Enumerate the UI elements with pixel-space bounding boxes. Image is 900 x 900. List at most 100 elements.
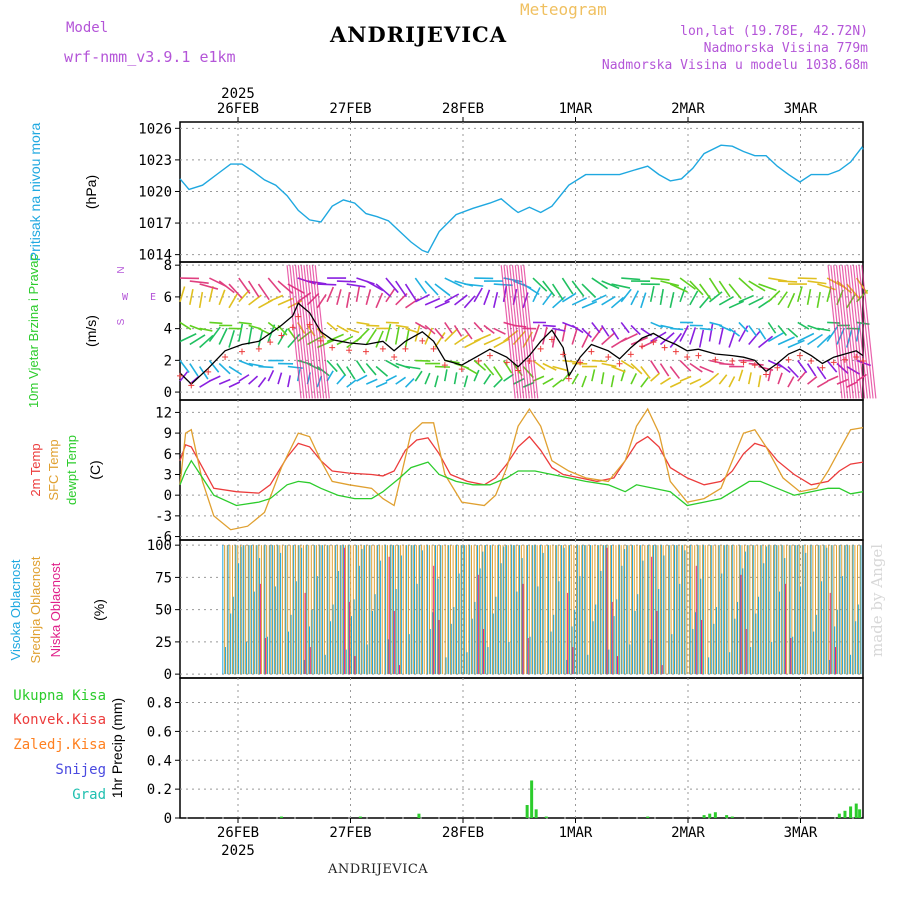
wind-arrow (434, 283, 451, 297)
wind-arrow (659, 332, 675, 346)
wind-arrow (258, 365, 274, 369)
wind-arrow (591, 321, 601, 334)
wind-arrow (542, 362, 557, 371)
wind-arrow (473, 333, 492, 343)
wind-arrow (444, 321, 453, 334)
wind-arrow (807, 280, 827, 285)
y-tick-label: 0.2 (147, 782, 172, 798)
wind-arrow (562, 359, 578, 363)
wind-arrow (826, 360, 838, 373)
wind-arrow (307, 335, 324, 346)
wind-arrow (424, 324, 436, 335)
wind-arrow (660, 377, 672, 385)
wind-arrow (228, 365, 243, 376)
wind-arrow (218, 362, 231, 375)
wind-arrow (179, 321, 192, 331)
wind-arrow (571, 373, 579, 385)
gust-marker (695, 352, 702, 359)
wind-arrow (699, 327, 713, 331)
gust-marker (774, 364, 781, 371)
wind-arrow (404, 378, 415, 388)
gust-marker (684, 354, 691, 361)
wind-arrow (365, 289, 372, 306)
wind-arrow (650, 277, 670, 281)
gust-marker (402, 345, 409, 352)
y-tick-label: 6 (164, 447, 172, 463)
wind-arrow (787, 376, 795, 388)
precip-bar (849, 806, 853, 818)
wind-axis-title: 10m Vjetar Brzina i Pravac (26, 254, 41, 408)
wind-arrow (424, 372, 431, 385)
wind-arrow (708, 323, 714, 342)
wind-arrow (355, 328, 370, 343)
wind-arrow (610, 296, 625, 309)
wind-arrow (797, 360, 808, 374)
wind-arrow (356, 321, 370, 326)
wind-gust-arrow (303, 265, 319, 399)
precip-bar (843, 810, 847, 818)
wind-arrow (365, 378, 378, 385)
wind-arrow (797, 277, 817, 280)
gust-marker (379, 345, 386, 352)
wind-arrow (492, 292, 499, 309)
wind-arrow (493, 327, 506, 335)
wind-gust-arrow (294, 265, 311, 399)
wind-arrow (385, 359, 400, 369)
gust-marker (255, 345, 262, 352)
wind-arrow (747, 372, 752, 385)
bottom-date-label: 2MAR (671, 825, 705, 841)
gust-marker (860, 358, 866, 365)
wind-arrow (385, 277, 399, 294)
gust-marker (362, 348, 369, 355)
wind-arrow (670, 327, 684, 331)
wind-arrow (816, 380, 829, 388)
wind-arrow (807, 333, 823, 346)
wind-arrow (258, 327, 271, 335)
precip-bar (358, 816, 362, 818)
wind-arrow (199, 334, 214, 349)
wind-arrow (218, 280, 235, 294)
wind-arrow (189, 288, 194, 305)
gust-marker (458, 366, 465, 373)
wind-arrow (179, 333, 197, 343)
wind-arrow (189, 280, 209, 284)
wind-arrow (345, 291, 351, 308)
wind-gust-arrow (292, 265, 308, 399)
wind-arrow (767, 322, 777, 334)
wind-arrow (385, 323, 392, 342)
wind-arrow (414, 370, 423, 382)
wind-arrow (689, 362, 703, 373)
gust-marker (503, 359, 510, 366)
wind-arrow (267, 294, 284, 303)
wind-arrow (669, 332, 683, 348)
wind-arrow (424, 280, 439, 296)
wind-gust-arrow (520, 265, 536, 399)
wind-arrow (316, 294, 327, 309)
wind-arrow (414, 321, 428, 330)
wind-arrow (179, 286, 186, 303)
wind-arrow (699, 380, 711, 388)
wind-arrow (336, 289, 342, 306)
gust-marker (317, 337, 324, 344)
wind-arrow (591, 359, 607, 363)
wind-arrow (777, 291, 788, 306)
pressure-unit: (hPa) (83, 175, 99, 209)
gust-marker (526, 358, 533, 365)
wind-arrow (375, 330, 384, 348)
wind-arrow (326, 286, 335, 303)
wind-gust-arrow (509, 265, 525, 399)
bottom-date-label: 3MAR (784, 825, 818, 841)
cloud-axis-title-high: Visoka Oblacnost (8, 559, 23, 660)
wind-arrow (355, 360, 366, 374)
wind-arrow (738, 321, 749, 333)
gust-marker (486, 352, 493, 359)
wind-gust-arrow (827, 265, 843, 399)
gust-marker (819, 364, 826, 371)
wind-arrow (522, 365, 534, 379)
wind-arrow (326, 370, 334, 382)
wind-arrow (757, 328, 767, 340)
wind-arrow (453, 372, 458, 385)
wind-arrow (395, 324, 409, 329)
gust-marker (430, 345, 437, 352)
model-elevation-text: Nadmorska Visina u modelu 1038.68m (601, 58, 868, 73)
